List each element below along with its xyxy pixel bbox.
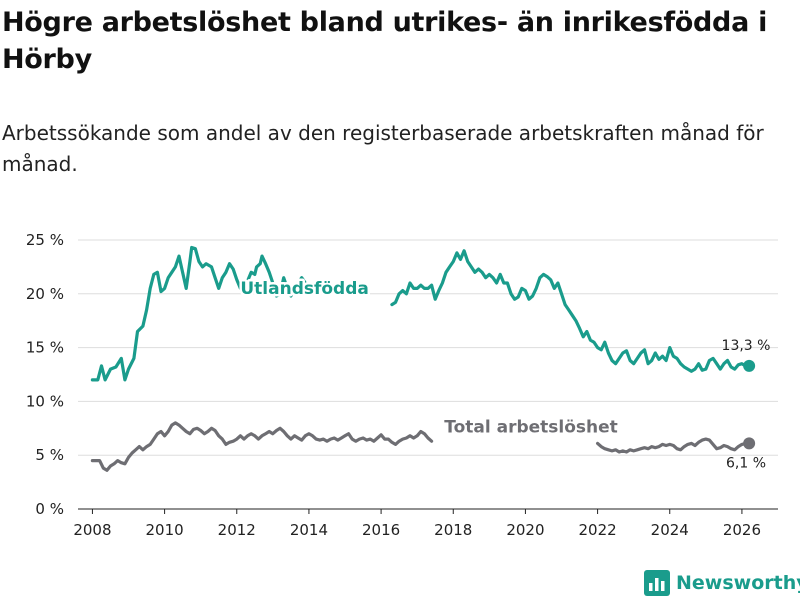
end-value-label: 6,1 %	[726, 455, 766, 471]
brand-name: Newsworthy	[676, 572, 800, 594]
newsworthy-logo: Newsworthy	[644, 570, 800, 596]
y-tick-label: 10 %	[26, 392, 64, 410]
chart-title: Högre arbetslöshet bland utrikes- än inr…	[2, 7, 768, 75]
series-line-utlandsf-dda	[90, 245, 311, 382]
end-marker-total-arbetsl-shet	[743, 437, 756, 450]
x-tick-label: 2022	[578, 521, 616, 539]
x-tick-label: 2020	[506, 521, 544, 539]
chart-subtitle: Arbetssökande som andel av den registerb…	[2, 121, 764, 176]
x-tick-label: 2018	[434, 521, 472, 539]
series-line-total-arbetsl-shet	[596, 437, 751, 454]
series-line-total-arbetsl-shet	[90, 421, 434, 472]
series-line-total-arbetsl-shet	[538, 421, 553, 427]
x-tick-label: 2016	[362, 521, 400, 539]
series-label-total-arbetsl-shet: Total arbetslöshet	[444, 418, 618, 438]
y-tick-label: 15 %	[26, 339, 64, 357]
series-label-utlandsf-dda: Utlandsfödda	[240, 279, 369, 299]
x-tick-label: 2024	[651, 521, 689, 539]
end-marker-utlandsf-dda	[743, 359, 756, 372]
y-tick-label: 5 %	[35, 446, 64, 464]
end-value-label: 13,3 %	[722, 338, 771, 354]
bar-chart-logo-icon	[644, 570, 670, 596]
x-tick-label: 2014	[290, 521, 328, 539]
x-tick-label: 2010	[146, 521, 184, 539]
x-tick-label: 2012	[218, 521, 256, 539]
x-tick-label: 2026	[723, 521, 761, 539]
y-tick-label: 0 %	[35, 500, 64, 518]
series-line-utlandsf-dda	[390, 249, 751, 373]
y-tick-label: 25 %	[26, 231, 64, 249]
y-tick-label: 20 %	[26, 285, 64, 303]
x-tick-label: 2008	[73, 521, 111, 539]
